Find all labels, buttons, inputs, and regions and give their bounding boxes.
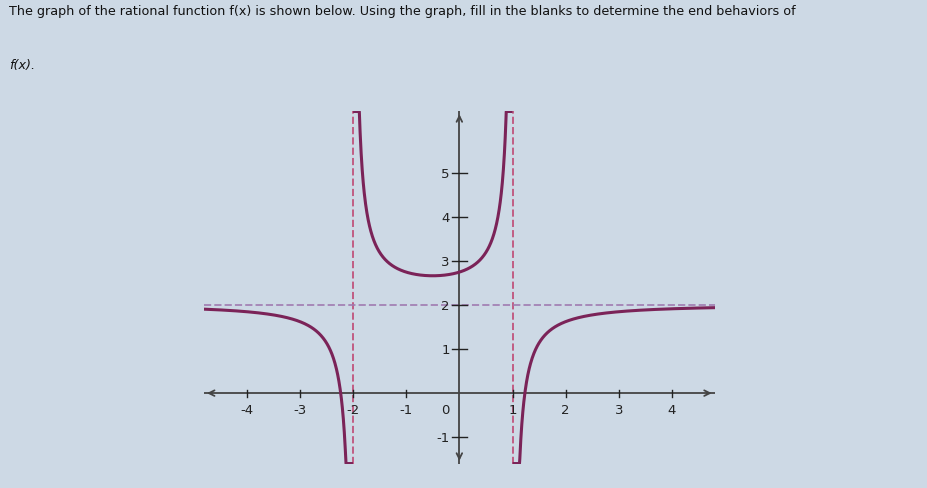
Text: -2: -2 (346, 403, 360, 416)
Text: 3: 3 (441, 255, 450, 268)
Text: -3: -3 (293, 403, 306, 416)
Text: 1: 1 (508, 403, 516, 416)
Text: -1: -1 (436, 431, 450, 444)
Text: -1: -1 (400, 403, 413, 416)
Text: -4: -4 (240, 403, 253, 416)
Text: 2: 2 (561, 403, 569, 416)
Text: 0: 0 (441, 403, 450, 416)
Text: 1: 1 (441, 343, 450, 356)
Text: 2: 2 (441, 299, 450, 312)
Text: 5: 5 (441, 167, 450, 180)
Text: 4: 4 (441, 211, 450, 224)
Text: 3: 3 (614, 403, 622, 416)
Text: The graph of the rational function f(x) is shown below. Using the graph, fill in: The graph of the rational function f(x) … (9, 5, 795, 18)
Text: f(x).: f(x). (9, 59, 35, 72)
Text: 4: 4 (667, 403, 676, 416)
